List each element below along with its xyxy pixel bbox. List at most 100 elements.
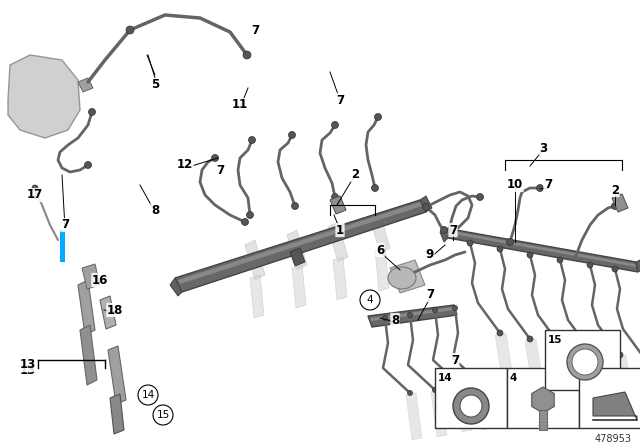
Polygon shape	[636, 260, 640, 272]
Polygon shape	[476, 383, 492, 430]
Circle shape	[332, 194, 339, 201]
Circle shape	[371, 185, 378, 191]
Polygon shape	[328, 222, 348, 262]
Text: 478953: 478953	[595, 434, 632, 444]
Circle shape	[138, 385, 158, 405]
FancyBboxPatch shape	[579, 368, 640, 428]
Circle shape	[567, 344, 603, 380]
Text: 4: 4	[510, 373, 517, 383]
Text: 1: 1	[336, 224, 344, 237]
Text: 12: 12	[177, 159, 193, 172]
Circle shape	[587, 262, 593, 268]
Polygon shape	[8, 55, 80, 138]
Text: 2: 2	[611, 184, 619, 197]
Circle shape	[527, 336, 533, 342]
Text: 13: 13	[20, 363, 36, 376]
Text: 4: 4	[367, 295, 373, 305]
Text: 13: 13	[20, 358, 36, 371]
Polygon shape	[250, 275, 264, 318]
Polygon shape	[370, 307, 454, 321]
Circle shape	[460, 395, 482, 417]
Circle shape	[440, 227, 447, 233]
Circle shape	[557, 342, 563, 348]
Circle shape	[243, 51, 251, 59]
Polygon shape	[420, 196, 432, 212]
Circle shape	[289, 132, 296, 138]
Text: 6: 6	[376, 244, 384, 257]
Polygon shape	[110, 394, 124, 434]
Text: 7: 7	[336, 94, 344, 107]
Circle shape	[374, 113, 381, 121]
FancyBboxPatch shape	[545, 330, 620, 390]
Circle shape	[88, 108, 95, 116]
Polygon shape	[245, 240, 265, 280]
Polygon shape	[100, 296, 116, 329]
Circle shape	[497, 330, 503, 336]
Circle shape	[453, 388, 489, 424]
Text: 14: 14	[141, 390, 155, 400]
Polygon shape	[290, 248, 305, 266]
Polygon shape	[456, 385, 472, 432]
Text: 3: 3	[539, 142, 547, 155]
Bar	[539, 410, 547, 430]
Polygon shape	[612, 194, 628, 212]
Circle shape	[452, 306, 458, 310]
Polygon shape	[390, 260, 425, 293]
Polygon shape	[82, 264, 100, 289]
Circle shape	[572, 349, 598, 375]
Bar	[60, 230, 65, 262]
Circle shape	[126, 26, 134, 34]
Text: 7: 7	[61, 219, 69, 232]
Text: 16: 16	[92, 273, 108, 287]
Circle shape	[332, 121, 339, 129]
Circle shape	[536, 185, 543, 191]
Circle shape	[617, 352, 623, 358]
Circle shape	[84, 161, 92, 168]
Circle shape	[612, 266, 618, 272]
Circle shape	[527, 252, 533, 258]
Text: 7: 7	[216, 164, 224, 177]
Circle shape	[611, 202, 618, 210]
Circle shape	[246, 211, 253, 219]
Circle shape	[248, 137, 255, 143]
Circle shape	[291, 202, 298, 210]
Polygon shape	[615, 355, 634, 407]
Polygon shape	[170, 278, 182, 296]
Circle shape	[458, 383, 463, 388]
Circle shape	[477, 194, 483, 201]
Polygon shape	[80, 325, 97, 385]
Circle shape	[467, 240, 473, 246]
Circle shape	[153, 405, 173, 425]
Polygon shape	[525, 339, 544, 391]
Text: 14: 14	[438, 373, 452, 383]
Circle shape	[433, 388, 438, 392]
Polygon shape	[108, 346, 126, 404]
Polygon shape	[78, 78, 93, 92]
Text: 10: 10	[507, 178, 523, 191]
Polygon shape	[175, 200, 426, 292]
Polygon shape	[440, 228, 448, 242]
Polygon shape	[406, 393, 422, 440]
Polygon shape	[375, 248, 389, 291]
Text: 7: 7	[426, 289, 434, 302]
Circle shape	[422, 203, 429, 211]
Ellipse shape	[388, 267, 416, 289]
Circle shape	[477, 380, 483, 385]
Circle shape	[557, 257, 563, 263]
Text: 15: 15	[548, 335, 563, 345]
Text: 7: 7	[251, 23, 259, 36]
Circle shape	[433, 307, 438, 313]
Polygon shape	[333, 257, 347, 300]
Circle shape	[408, 391, 413, 396]
Text: 8: 8	[151, 203, 159, 216]
Circle shape	[360, 290, 380, 310]
Circle shape	[211, 155, 218, 161]
Text: 17: 17	[27, 189, 43, 202]
Polygon shape	[368, 305, 457, 327]
Polygon shape	[555, 345, 574, 397]
Polygon shape	[532, 387, 554, 413]
Circle shape	[587, 347, 593, 353]
Polygon shape	[447, 230, 636, 267]
Text: 18: 18	[107, 303, 123, 316]
Circle shape	[32, 185, 38, 191]
